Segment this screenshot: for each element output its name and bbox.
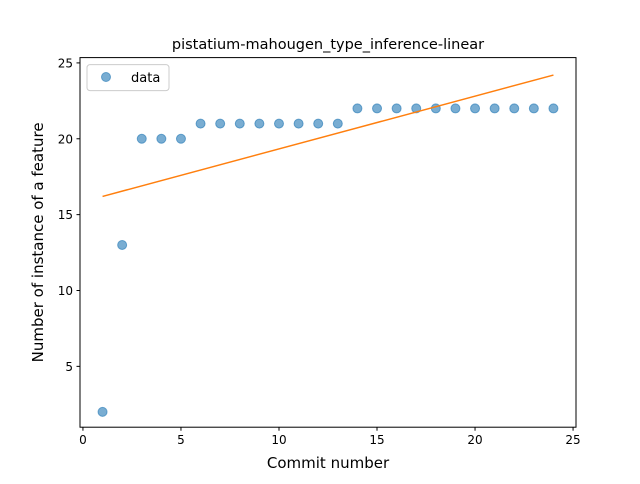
data-point <box>509 103 520 114</box>
plot-frame <box>79 57 577 428</box>
x-tick-label: 0 <box>79 433 87 447</box>
data-point <box>234 118 245 129</box>
data-point <box>450 103 461 114</box>
y-tick-label: 10 <box>58 284 73 298</box>
data-point <box>156 133 167 144</box>
y-tick-label: 15 <box>58 208 73 222</box>
data-point <box>273 118 284 129</box>
data-point <box>470 103 481 114</box>
y-tick-label: 25 <box>58 56 73 70</box>
data-point <box>391 103 402 114</box>
x-tick-label: 10 <box>271 433 286 447</box>
y-tick-label: 5 <box>65 360 73 374</box>
y-axis-label: Number of instance of a feature <box>29 122 47 362</box>
data-point <box>528 103 539 114</box>
data-point <box>254 118 265 129</box>
plot-area <box>97 74 559 417</box>
chart-title: pistatium-mahougen_type_inference-linear <box>172 37 484 53</box>
data-point <box>117 239 128 250</box>
fit-line <box>102 74 554 198</box>
data-point <box>195 118 206 129</box>
x-tick-label: 5 <box>177 433 185 447</box>
y-axis: 5 10 15 20 25 <box>58 56 80 374</box>
data-point <box>215 118 226 129</box>
y-tick-label: 20 <box>58 132 73 146</box>
legend-box <box>86 64 170 92</box>
legend: data <box>86 64 170 92</box>
legend-marker-data <box>101 72 111 82</box>
x-tick-label: 25 <box>565 433 580 447</box>
data-point <box>352 103 363 114</box>
x-axis-label: Commit number <box>267 454 390 472</box>
data-point <box>313 118 324 129</box>
data-point <box>97 406 108 417</box>
x-axis: 0 5 10 15 20 25 <box>79 427 581 447</box>
data-point <box>372 103 383 114</box>
data-point <box>136 133 147 144</box>
data-point <box>175 133 186 144</box>
legend-label-data: data <box>131 71 160 86</box>
x-tick-label: 20 <box>467 433 482 447</box>
x-tick-label: 15 <box>369 433 384 447</box>
data-point <box>293 118 304 129</box>
data-point <box>332 118 343 129</box>
data-point <box>489 103 500 114</box>
data-point <box>548 103 559 114</box>
